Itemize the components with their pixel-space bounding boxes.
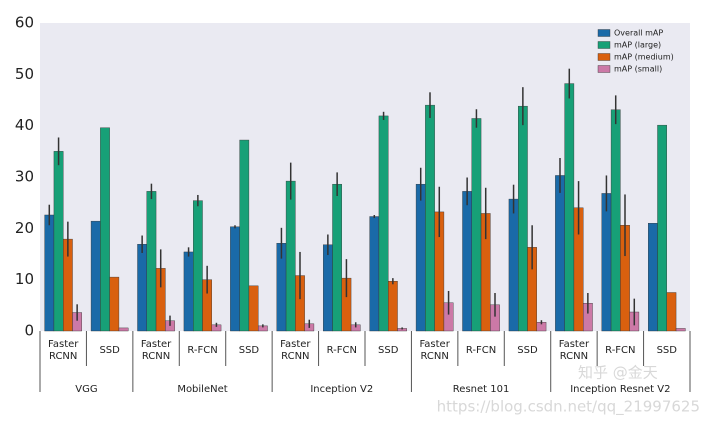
- bar: [193, 200, 203, 332]
- y-tick-label: 10: [15, 270, 34, 288]
- bar: [44, 214, 55, 332]
- bar: [462, 191, 472, 332]
- legend-swatch: [597, 41, 611, 49]
- bar: [518, 105, 528, 332]
- bar: [564, 83, 575, 332]
- group-label: Inception Resnet V2: [570, 384, 670, 395]
- y-tick-label: 60: [15, 14, 34, 32]
- bar: [666, 292, 677, 332]
- x-tick-label: R-FCN: [605, 345, 635, 356]
- bar: [378, 115, 389, 332]
- y-tick-label: 50: [15, 65, 34, 83]
- bar: [100, 127, 110, 332]
- bar: [675, 328, 686, 332]
- y-tick-label: 30: [15, 168, 34, 186]
- bar: [109, 276, 120, 332]
- bar: [137, 244, 147, 332]
- watermark: 知乎 @金天: [578, 364, 658, 382]
- group-label: VGG: [75, 384, 97, 395]
- x-tick-label: SSD: [239, 345, 260, 356]
- x-tick-label: Faster RCNN: [559, 339, 590, 362]
- bar: [657, 124, 667, 332]
- bar: [388, 281, 398, 332]
- group-label: Resnet 101: [453, 384, 510, 395]
- bar: [285, 180, 296, 332]
- watermark: https://blog.csdn.net/qq_21997625: [437, 398, 700, 417]
- x-tick-label: Faster RCNN: [141, 339, 172, 362]
- bar: [369, 216, 380, 332]
- bar: [239, 139, 250, 332]
- bar: [425, 104, 435, 332]
- legend-label: mAP (large): [614, 41, 661, 50]
- x-tick-label: R-FCN: [187, 345, 217, 356]
- bar: [230, 226, 240, 332]
- bar: [332, 183, 342, 332]
- bar: [248, 285, 259, 332]
- x-tick-label: SSD: [657, 345, 678, 356]
- bar: [323, 244, 333, 332]
- legend-label: Overall mAP: [614, 29, 663, 38]
- group-label: Inception V2: [310, 384, 373, 395]
- x-tick-label: Faster RCNN: [419, 339, 450, 362]
- bar: [53, 151, 64, 332]
- bar: [648, 222, 658, 332]
- y-tick-label: 40: [15, 116, 34, 134]
- y-tick-label: 20: [15, 219, 34, 237]
- legend-label: mAP (small): [614, 65, 662, 74]
- bar: [415, 183, 426, 332]
- x-tick-label: SSD: [378, 345, 399, 356]
- bar: [508, 198, 519, 332]
- bar: [118, 327, 129, 332]
- x-tick-label: R-FCN: [466, 345, 496, 356]
- legend-swatch: [597, 29, 611, 37]
- legend-swatch: [597, 65, 611, 73]
- bar: [90, 220, 101, 332]
- bar: [146, 191, 157, 332]
- bar: [183, 251, 194, 332]
- legend-label: mAP (medium): [614, 53, 674, 62]
- legend-swatch: [597, 53, 611, 61]
- bar: [601, 193, 612, 332]
- x-tick-label: Faster RCNN: [280, 339, 311, 362]
- x-tick-label: R-FCN: [327, 345, 357, 356]
- bar: [610, 109, 621, 332]
- group-label: MobileNet: [177, 384, 227, 395]
- x-tick-label: SSD: [99, 345, 120, 356]
- bar: [555, 175, 565, 332]
- x-tick-label: SSD: [517, 345, 538, 356]
- x-tick-label: Faster RCNN: [48, 339, 79, 362]
- bar: [471, 118, 482, 332]
- y-tick-label: 0: [24, 322, 34, 340]
